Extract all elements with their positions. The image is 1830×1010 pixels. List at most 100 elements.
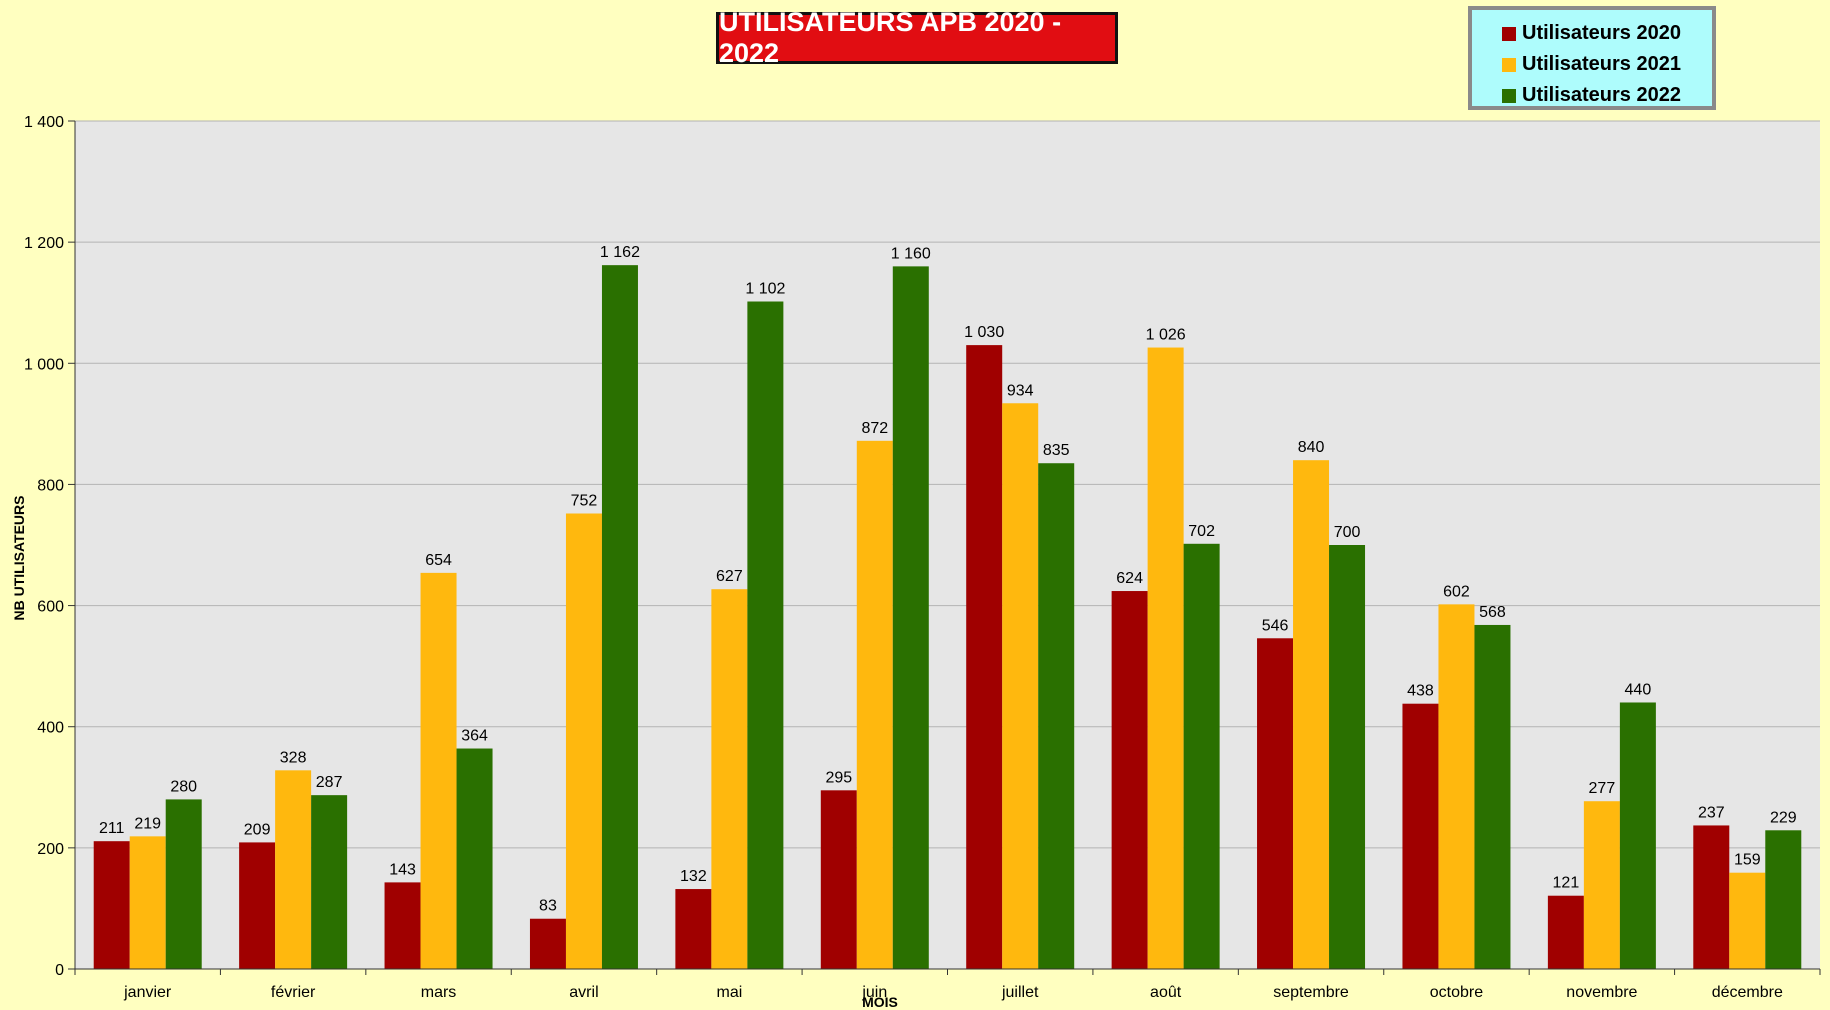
bar-janvier-utilisateurs-2020: [93, 841, 130, 969]
legend-label-2022: Utilisateurs 2022: [1522, 84, 1681, 106]
bar-décembre-utilisateurs-2020: [1693, 825, 1730, 969]
bar-mars-utilisateurs-2021: [420, 572, 457, 969]
data-label: 295: [825, 769, 852, 786]
data-label: 1 160: [891, 245, 931, 262]
legend-swatch-2022: [1502, 88, 1516, 103]
bar-août-utilisateurs-2020: [1111, 591, 1148, 969]
data-label: 280: [170, 778, 197, 795]
data-label: 840: [1298, 439, 1325, 456]
bar-janvier-utilisateurs-2022: [165, 799, 202, 969]
x-tick-label: janvier: [123, 984, 172, 1001]
legend-item-2020: Utilisateurs 2020: [1502, 18, 1712, 49]
x-tick-label: juin: [861, 984, 887, 1001]
x-axis-title: MOIS: [862, 994, 898, 1010]
data-label: 627: [716, 568, 743, 585]
bar-juin-utilisateurs-2020: [820, 790, 857, 969]
data-label: 602: [1443, 583, 1470, 600]
bar-avril-utilisateurs-2020: [529, 918, 566, 969]
data-label: 700: [1334, 524, 1361, 541]
bar-octobre-utilisateurs-2021: [1438, 604, 1475, 969]
data-label: 1 162: [600, 244, 640, 261]
x-tick-label: septembre: [1273, 984, 1349, 1001]
legend-item-2021: Utilisateurs 2021: [1502, 49, 1712, 80]
x-tick-label: avril: [569, 984, 598, 1001]
data-label: 546: [1262, 617, 1289, 634]
data-label: 287: [316, 774, 343, 791]
data-label: 752: [571, 493, 598, 510]
bar-juin-utilisateurs-2022: [892, 266, 929, 969]
data-label: 872: [861, 420, 888, 437]
data-label: 835: [1043, 442, 1070, 459]
plot-area: [75, 121, 1820, 969]
legend-label-2020: Utilisateurs 2020: [1522, 22, 1681, 44]
data-label: 438: [1407, 683, 1434, 700]
bar-mai-utilisateurs-2022: [747, 301, 784, 969]
y-tick-label: 600: [37, 599, 64, 616]
bar-juillet-utilisateurs-2022: [1038, 463, 1075, 969]
data-labels: 211 219 280 209 328 287 143 654 364 83 752 1 162 132…: [99, 244, 1797, 915]
x-tick-label: mars: [421, 984, 457, 1001]
bar-décembre-utilisateurs-2022: [1765, 830, 1802, 969]
bar-avril-utilisateurs-2022: [601, 265, 638, 969]
bar-novembre-utilisateurs-2022: [1619, 702, 1656, 969]
legend-swatch-2021: [1502, 57, 1516, 72]
x-tick-label: juillet: [1001, 984, 1039, 1001]
y-tick-label: 800: [37, 477, 64, 494]
data-label: 702: [1188, 523, 1215, 540]
bar-août-utilisateurs-2021: [1147, 347, 1184, 970]
bar-juillet-utilisateurs-2020: [966, 345, 1003, 970]
data-label: 219: [134, 815, 161, 832]
data-label: 624: [1116, 570, 1143, 587]
bar-décembre-utilisateurs-2021: [1729, 872, 1766, 969]
y-tick-label: 1 000: [24, 356, 64, 373]
legend-swatch-2020: [1502, 26, 1516, 41]
data-label: 83: [539, 898, 557, 915]
data-label: 1 026: [1146, 327, 1186, 344]
x-tick-label: août: [1150, 984, 1182, 1001]
data-label: 277: [1589, 780, 1616, 797]
data-label: 159: [1734, 852, 1761, 869]
bar-mars-utilisateurs-2020: [384, 882, 421, 969]
data-label: 132: [680, 868, 707, 885]
bar-septembre-utilisateurs-2022: [1329, 545, 1366, 969]
bar-mai-utilisateurs-2021: [711, 589, 748, 969]
data-label: 568: [1479, 604, 1506, 621]
gridlines: [75, 120, 1820, 849]
x-tick-label: février: [271, 984, 316, 1001]
bar-novembre-utilisateurs-2020: [1547, 895, 1584, 969]
axes: 0 200 400 600 800 1 000 1 200 1 400 janvier févri…: [24, 114, 1821, 1001]
data-label: 1 102: [745, 281, 785, 298]
bars: [93, 265, 1802, 970]
legend: Utilisateurs 2020 Utilisateurs 2021 Util…: [1468, 6, 1716, 110]
y-tick-label: 400: [37, 720, 64, 737]
bar-janvier-utilisateurs-2021: [129, 836, 166, 969]
data-label: 121: [1553, 875, 1580, 892]
bar-avril-utilisateurs-2021: [565, 513, 602, 969]
data-label: 237: [1698, 804, 1725, 821]
y-tick-label: 1 400: [24, 114, 64, 131]
x-tick-label: mai: [716, 984, 742, 1001]
bar-février-utilisateurs-2022: [311, 795, 348, 969]
data-label: 654: [425, 552, 452, 569]
bar-juin-utilisateurs-2021: [856, 440, 893, 969]
data-label: 229: [1770, 809, 1797, 826]
bar-mai-utilisateurs-2020: [675, 889, 712, 969]
bar-février-utilisateurs-2021: [275, 770, 312, 969]
bar-octobre-utilisateurs-2022: [1474, 624, 1511, 969]
data-label: 328: [280, 749, 307, 766]
x-tick-label: novembre: [1566, 984, 1637, 1001]
data-label: 143: [389, 861, 416, 878]
legend-label-2021: Utilisateurs 2021: [1522, 53, 1681, 75]
bar-octobre-utilisateurs-2020: [1402, 703, 1439, 969]
data-label: 364: [461, 728, 488, 745]
legend-item-2022: Utilisateurs 2022: [1502, 80, 1712, 111]
bar-novembre-utilisateurs-2021: [1583, 801, 1620, 969]
x-tick-label: décembre: [1712, 984, 1783, 1001]
y-tick-label: 0: [55, 962, 64, 979]
data-label: 211: [99, 820, 125, 837]
chart-title: UTILISATEURS APB 2020 - 2022: [716, 7, 1118, 68]
x-tick-label: octobre: [1430, 984, 1483, 1001]
y-tick-label: 1 200: [24, 235, 64, 252]
data-label: 934: [1007, 382, 1034, 399]
